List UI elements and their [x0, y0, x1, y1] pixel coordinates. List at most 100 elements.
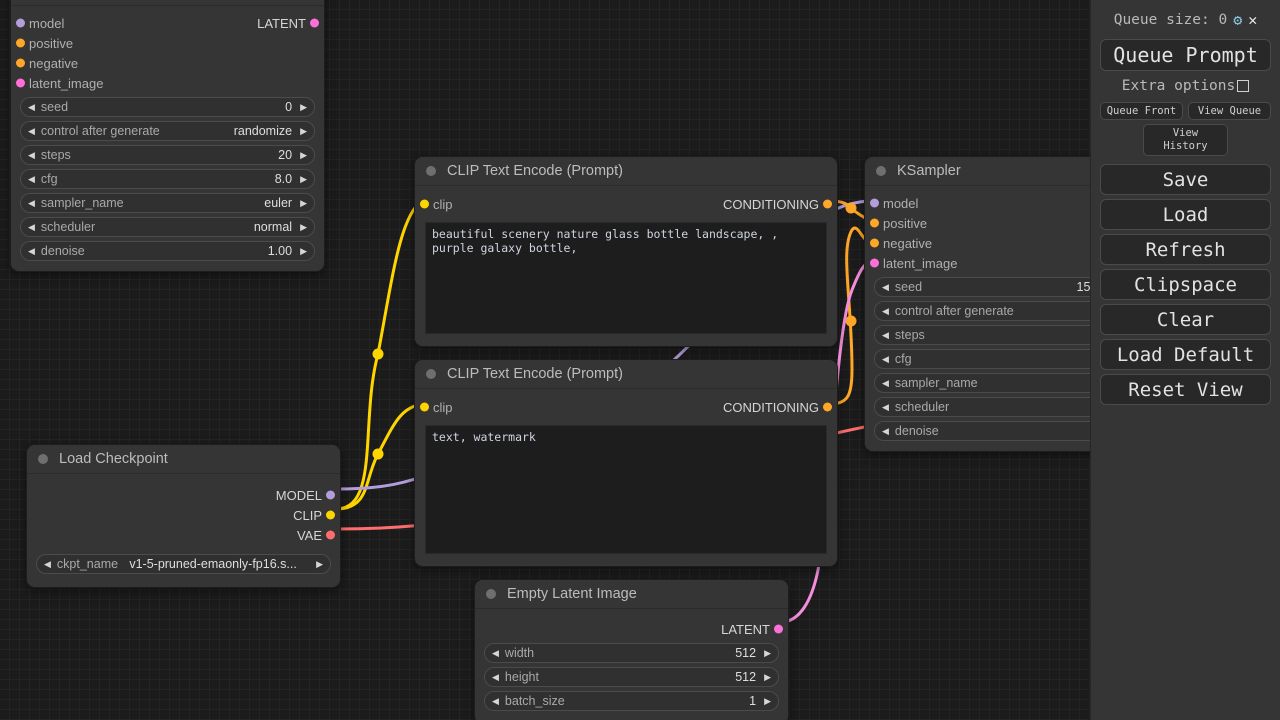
collapse-dot-icon[interactable] [426, 166, 436, 176]
decrement-arrow-icon[interactable]: ◀ [28, 101, 35, 112]
node-title-bar[interactable]: Empty Latent Image [475, 580, 788, 609]
port-clip-input[interactable] [420, 402, 429, 412]
widget-cfg[interactable]: ◀ cfg 8.0 ▶ [20, 169, 315, 189]
clear-button[interactable]: Clear [1100, 304, 1271, 335]
widget-seed[interactable]: ◀ seed 1566802087 ▶ [874, 277, 1090, 297]
widget-control-after-generate[interactable]: ◀ control after generate randomize ▶ [20, 121, 315, 141]
extra-options-checkbox[interactable] [1237, 80, 1250, 92]
widget-batch-size[interactable]: ◀ batch_size 1 ▶ [484, 691, 779, 711]
decrement-arrow-icon[interactable]: ◀ [28, 245, 35, 256]
node-title-bar[interactable]: Load Checkpoint [27, 445, 340, 474]
widget-steps[interactable]: ◀ steps 20 ▶ [20, 145, 315, 165]
load-default-button[interactable]: Load Default [1100, 339, 1271, 370]
node-title-bar[interactable]: CLIP Text Encode (Prompt) [415, 157, 837, 186]
decrement-arrow-icon[interactable]: ◀ [882, 377, 889, 388]
queue-prompt-button[interactable]: Queue Prompt [1100, 39, 1271, 71]
collapse-dot-icon[interactable] [426, 369, 436, 379]
node-load-checkpoint[interactable]: Load Checkpoint MODEL CLIP VAE ◀ ckpt_na… [26, 444, 341, 588]
decrement-arrow-icon[interactable]: ◀ [882, 281, 889, 292]
widget-control-after-generate[interactable]: ◀ control after generate ran ▶ [874, 301, 1090, 321]
port-vae-output[interactable] [326, 530, 335, 540]
view-queue-button[interactable]: View Queue [1188, 102, 1271, 120]
port-model-input[interactable] [870, 198, 879, 208]
graph-canvas[interactable]: KSampler model LATENT positive negative … [0, 0, 1090, 720]
port-positive-input[interactable] [870, 218, 879, 228]
widget-ckpt-name[interactable]: ◀ ckpt_name v1-5-pruned-emaonly-fp16.s..… [36, 554, 331, 574]
reset-view-button[interactable]: Reset View [1100, 374, 1271, 405]
decrement-arrow-icon[interactable]: ◀ [28, 173, 35, 184]
load-button[interactable]: Load [1100, 199, 1271, 230]
port-latent-image-input[interactable] [870, 258, 879, 268]
decrement-arrow-icon[interactable]: ◀ [28, 197, 35, 208]
node-title-bar[interactable]: CLIP Text Encode (Prompt) [415, 360, 837, 389]
node-ksampler-left[interactable]: KSampler model LATENT positive negative … [10, 0, 325, 272]
port-negative-input[interactable] [16, 58, 25, 68]
port-latent-output[interactable] [774, 624, 783, 634]
close-icon[interactable]: ✕ [1248, 11, 1258, 29]
port-latent-image-input[interactable] [16, 78, 25, 88]
extra-options-row[interactable]: Extra options [1100, 75, 1271, 97]
decrement-arrow-icon[interactable]: ◀ [492, 671, 499, 682]
widget-seed[interactable]: ◀ seed 0 ▶ [20, 97, 315, 117]
node-clip-text-encode-positive[interactable]: CLIP Text Encode (Prompt) clip CONDITION… [414, 156, 838, 347]
increment-arrow-icon[interactable]: ▶ [300, 125, 307, 136]
port-negative-input[interactable] [870, 238, 879, 248]
port-model-output[interactable] [326, 490, 335, 500]
increment-arrow-icon[interactable]: ▶ [300, 245, 307, 256]
decrement-arrow-icon[interactable]: ◀ [492, 695, 499, 706]
widget-scheduler[interactable]: ◀ scheduler normal ▶ [20, 217, 315, 237]
port-clip-output[interactable] [326, 510, 335, 520]
decrement-arrow-icon[interactable]: ◀ [882, 329, 889, 340]
collapse-dot-icon[interactable] [876, 166, 886, 176]
increment-arrow-icon[interactable]: ▶ [764, 671, 771, 682]
node-title-bar[interactable]: KSampler [11, 0, 324, 6]
decrement-arrow-icon[interactable]: ◀ [882, 401, 889, 412]
decrement-arrow-icon[interactable]: ◀ [28, 125, 35, 136]
decrement-arrow-icon[interactable]: ◀ [882, 353, 889, 364]
port-model-input[interactable] [16, 18, 25, 28]
collapse-dot-icon[interactable] [38, 454, 48, 464]
decrement-arrow-icon[interactable]: ◀ [882, 305, 889, 316]
widget-steps[interactable]: ◀ steps ▶ [874, 325, 1090, 345]
widget-sampler-name[interactable]: ◀ sampler_name euler ▶ [20, 193, 315, 213]
increment-arrow-icon[interactable]: ▶ [764, 695, 771, 706]
node-clip-text-encode-negative[interactable]: CLIP Text Encode (Prompt) clip CONDITION… [414, 359, 838, 567]
increment-arrow-icon[interactable]: ▶ [300, 149, 307, 160]
widget-cfg[interactable]: ◀ cfg ▶ [874, 349, 1090, 369]
save-button[interactable]: Save [1100, 164, 1271, 195]
increment-arrow-icon[interactable]: ▶ [300, 221, 307, 232]
port-conditioning-output[interactable] [823, 199, 832, 209]
queue-front-button[interactable]: Queue Front [1100, 102, 1183, 120]
increment-arrow-icon[interactable]: ▶ [764, 647, 771, 658]
widget-denoise[interactable]: ◀ denoise ▶ [874, 421, 1090, 441]
decrement-arrow-icon[interactable]: ◀ [44, 558, 51, 569]
node-ksampler-right[interactable]: KSampler model positive negative latent_… [864, 156, 1090, 452]
decrement-arrow-icon[interactable]: ◀ [492, 647, 499, 658]
decrement-arrow-icon[interactable]: ◀ [28, 149, 35, 160]
increment-arrow-icon[interactable]: ▶ [300, 173, 307, 184]
widget-width[interactable]: ◀ width 512 ▶ [484, 643, 779, 663]
decrement-arrow-icon[interactable]: ◀ [28, 221, 35, 232]
collapse-dot-icon[interactable] [486, 589, 496, 599]
clipspace-button[interactable]: Clipspace [1100, 269, 1271, 300]
prompt-textarea[interactable]: beautiful scenery nature glass bottle la… [425, 222, 827, 334]
widget-denoise[interactable]: ◀ denoise 1.00 ▶ [20, 241, 315, 261]
prompt-textarea[interactable]: text, watermark [425, 425, 827, 554]
view-history-button[interactable]: View History [1143, 124, 1228, 156]
widget-scheduler[interactable]: ◀ scheduler ▶ [874, 397, 1090, 417]
node-title-bar[interactable]: KSampler [865, 157, 1090, 186]
increment-arrow-icon[interactable]: ▶ [316, 558, 323, 569]
increment-arrow-icon[interactable]: ▶ [300, 101, 307, 112]
refresh-button[interactable]: Refresh [1100, 234, 1271, 265]
port-conditioning-output[interactable] [823, 402, 832, 412]
port-clip-input[interactable] [420, 199, 429, 209]
widget-sampler-name[interactable]: ◀ sampler_name ▶ [874, 373, 1090, 393]
widget-height[interactable]: ◀ height 512 ▶ [484, 667, 779, 687]
decrement-arrow-icon[interactable]: ◀ [882, 425, 889, 436]
comfy-menu-panel[interactable]: Queue size: 0 ⚙ ✕ Queue Prompt Extra opt… [1090, 0, 1280, 720]
port-positive-input[interactable] [16, 38, 25, 48]
port-latent-output[interactable] [310, 18, 319, 28]
node-empty-latent-image[interactable]: Empty Latent Image LATENT ◀ width 512 ▶ … [474, 579, 789, 720]
increment-arrow-icon[interactable]: ▶ [300, 197, 307, 208]
gear-icon[interactable]: ⚙ [1233, 11, 1243, 29]
